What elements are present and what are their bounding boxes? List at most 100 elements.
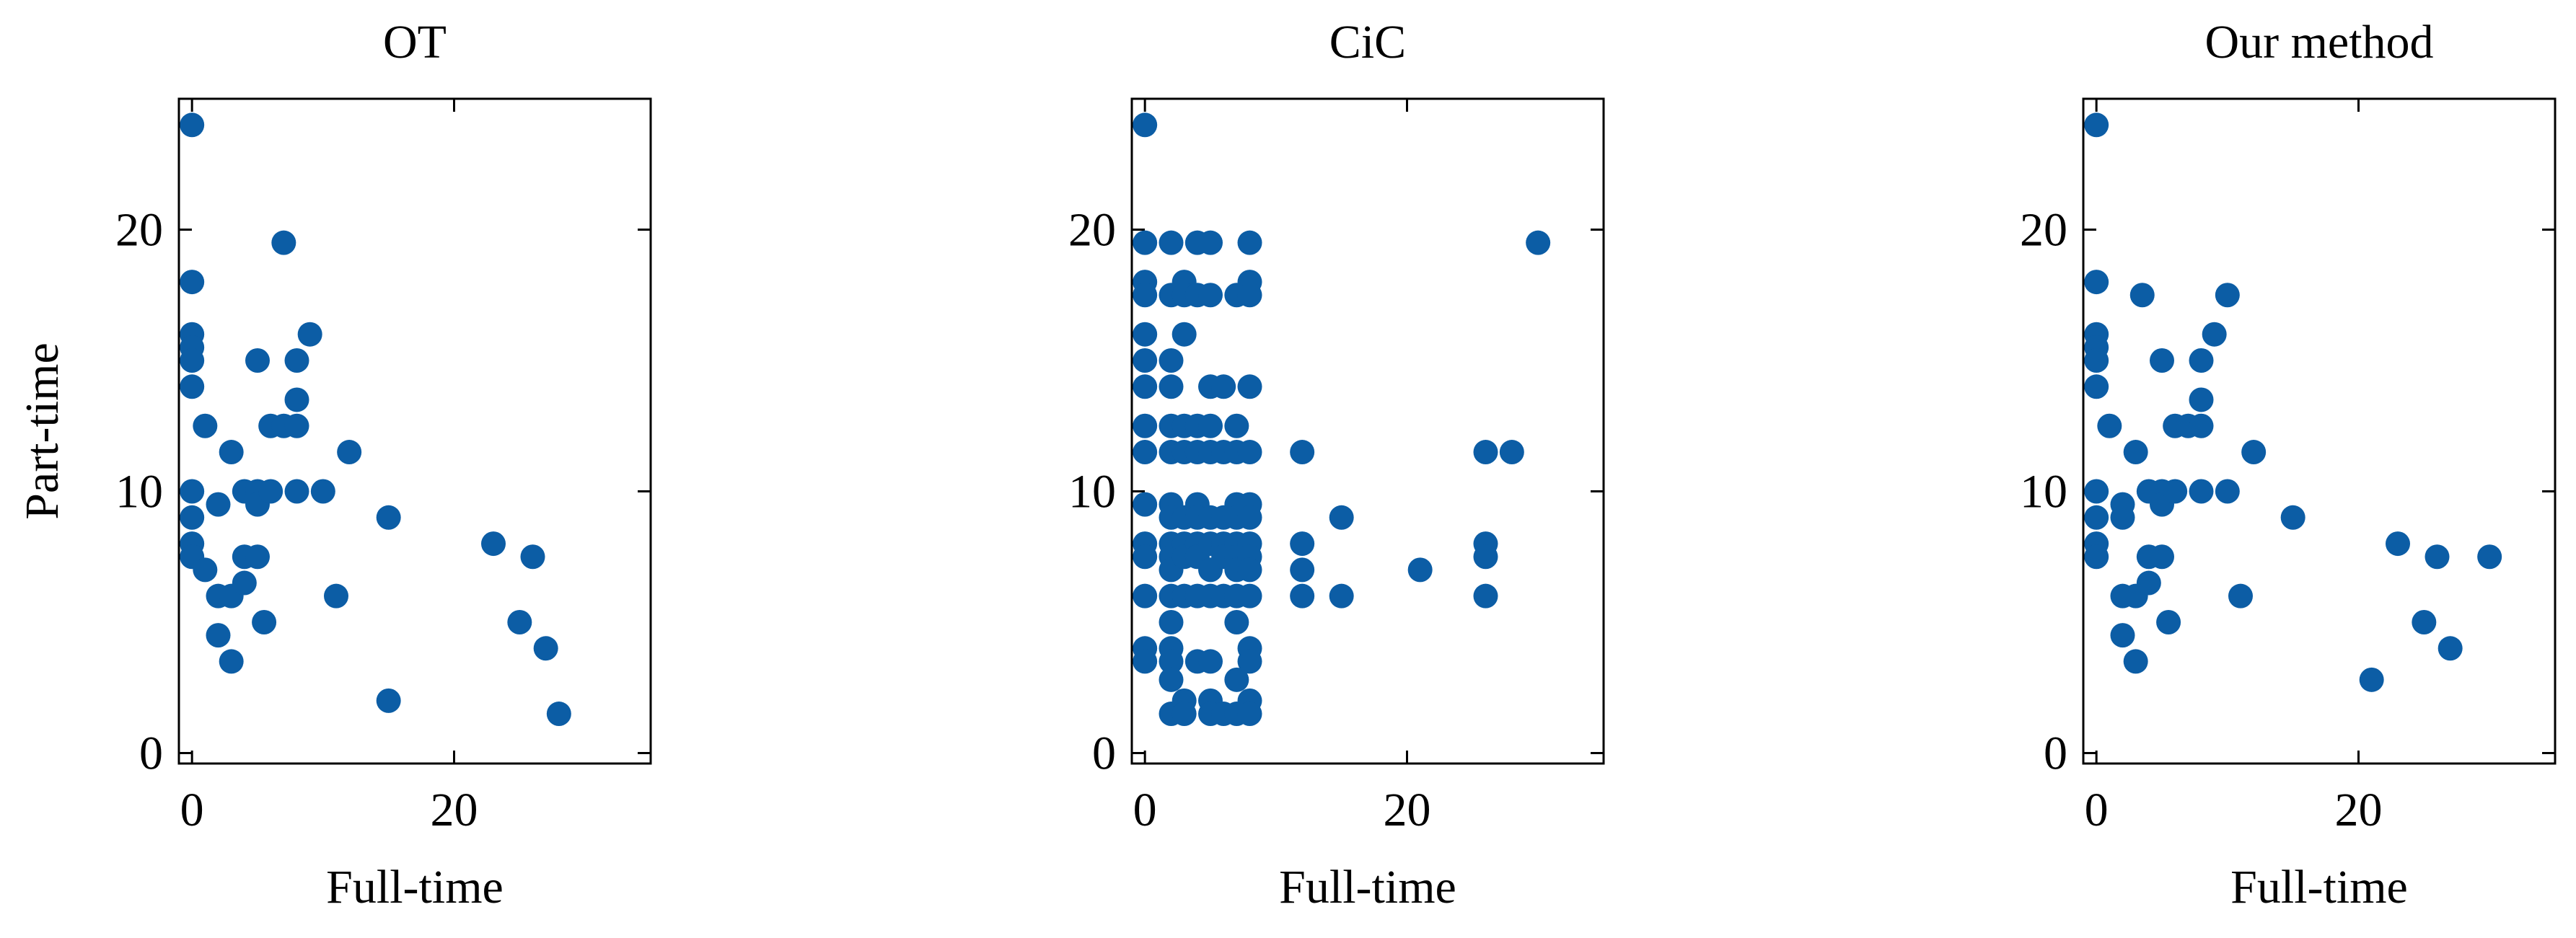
x-tick-label: 20 [1384, 784, 1431, 836]
point [1133, 112, 1158, 138]
x-tick-label: 20 [2335, 784, 2383, 836]
point [1159, 649, 1184, 674]
point [2412, 609, 2437, 634]
point [1237, 283, 1262, 308]
point [376, 505, 401, 530]
point [1159, 609, 1184, 634]
point [1133, 649, 1158, 674]
y-tick-label: 10 [2020, 465, 2067, 518]
point [2202, 322, 2227, 347]
point [546, 702, 571, 727]
point [1290, 583, 1315, 609]
point [1133, 322, 1158, 347]
point [1473, 583, 1498, 609]
point [1224, 667, 1249, 692]
y-axis-label: Part-time [16, 342, 69, 520]
point [2241, 440, 2267, 465]
point [2477, 544, 2502, 570]
point [297, 322, 322, 347]
chart-title: OT [383, 16, 447, 68]
point [2215, 283, 2240, 308]
point [2215, 479, 2240, 504]
point [2425, 544, 2450, 570]
point [284, 387, 309, 412]
point [1290, 440, 1315, 465]
point [180, 348, 205, 373]
point [2110, 623, 2135, 648]
y-tick-label: 20 [2020, 203, 2067, 256]
point [1159, 667, 1184, 692]
point [180, 479, 205, 504]
point [1237, 649, 1262, 674]
x-axis-label: Full-time [1279, 861, 1456, 913]
point [2150, 544, 2174, 570]
point [180, 270, 205, 295]
point [1159, 348, 1184, 373]
point [310, 479, 335, 504]
x-tick-label: 20 [431, 784, 478, 836]
point [2129, 283, 2155, 308]
point [481, 531, 506, 557]
x-axis-label: Full-time [326, 861, 504, 913]
axes-frame [1130, 97, 1605, 765]
point [1133, 583, 1158, 609]
point [1290, 557, 1315, 583]
point [1237, 557, 1262, 583]
point [2189, 387, 2214, 412]
y-tick-label: 10 [115, 465, 163, 518]
point [324, 583, 348, 609]
point [2189, 348, 2214, 373]
point [1237, 702, 1262, 727]
point [1329, 505, 1354, 530]
point [2437, 636, 2463, 661]
y-tick-label: 0 [2044, 727, 2067, 779]
point [1499, 440, 1524, 465]
point [2084, 112, 2109, 138]
point [2136, 570, 2161, 596]
point [258, 479, 283, 504]
point [2084, 505, 2109, 530]
point [1133, 544, 1158, 570]
y-tick-label: 20 [115, 203, 163, 256]
point [1133, 440, 1158, 465]
chart-title: Our method [2204, 16, 2433, 68]
point [2189, 479, 2214, 504]
point [507, 609, 532, 634]
point [2189, 413, 2214, 438]
point [2110, 505, 2135, 530]
point [284, 413, 309, 438]
point [271, 230, 296, 255]
point [1237, 374, 1262, 399]
point [1237, 440, 1262, 465]
point [1133, 230, 1158, 255]
x-tick-label: 0 [2085, 784, 2109, 836]
point [232, 570, 257, 596]
y-tick-label: 0 [1092, 727, 1116, 779]
point [193, 413, 218, 438]
point [180, 374, 205, 399]
point [1133, 374, 1158, 399]
point [1473, 440, 1498, 465]
point [1171, 702, 1197, 727]
point [193, 557, 218, 583]
axes-frame [177, 97, 652, 765]
point [1224, 413, 1249, 438]
point [2156, 609, 2181, 634]
point [1198, 230, 1223, 255]
point [1407, 557, 1433, 583]
point [1224, 609, 1249, 634]
point [1237, 583, 1262, 609]
chart-title: CiC [1329, 16, 1406, 68]
y-tick-label: 10 [1068, 465, 1116, 518]
point [2123, 649, 2148, 674]
point [1133, 283, 1158, 308]
point [284, 479, 309, 504]
point [1171, 322, 1197, 347]
point [1329, 583, 1354, 609]
point [2084, 544, 2109, 570]
point [219, 649, 244, 674]
y-tick-label: 0 [139, 727, 163, 779]
point [520, 544, 545, 570]
point [284, 348, 309, 373]
